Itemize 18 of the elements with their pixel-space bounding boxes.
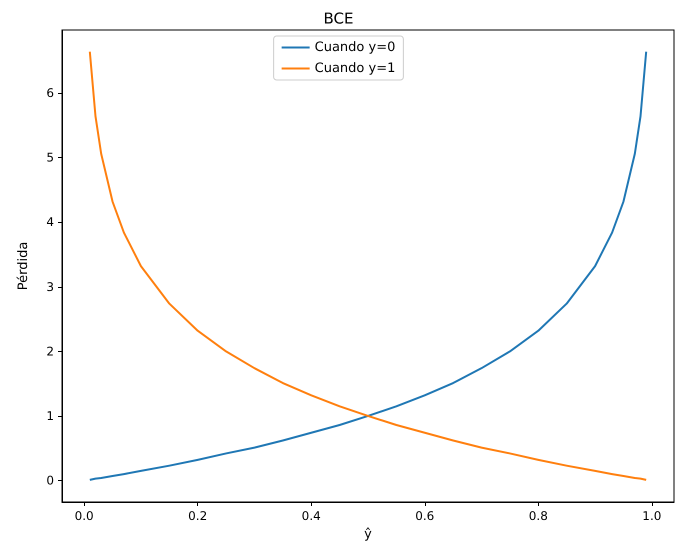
- x-tick-label: 1.0: [642, 509, 662, 523]
- y-tick-label: 3: [46, 280, 54, 294]
- y-tick-label: 6: [46, 86, 54, 100]
- x-tick-label: 0.4: [302, 509, 321, 523]
- y-tick-label: 4: [46, 215, 54, 230]
- y-tick-label: 1: [46, 408, 54, 423]
- x-tick-label: 0.8: [528, 509, 548, 523]
- y-tick-label: 5: [46, 150, 54, 165]
- y-axis-title: Pérdida: [16, 242, 31, 290]
- legend-label: Cuando y=1: [314, 61, 396, 76]
- chart-title: BCE: [324, 10, 354, 28]
- legend-label: Cuando y=0: [314, 40, 396, 55]
- x-tick-label: 0.2: [188, 509, 208, 523]
- x-tick-label: 0.6: [415, 509, 434, 523]
- x-axis-title: ŷ: [364, 527, 372, 542]
- y-tick-label: 2: [46, 344, 54, 358]
- x-tick-label: 0.0: [74, 509, 94, 523]
- y-tick-label: 0: [46, 474, 54, 488]
